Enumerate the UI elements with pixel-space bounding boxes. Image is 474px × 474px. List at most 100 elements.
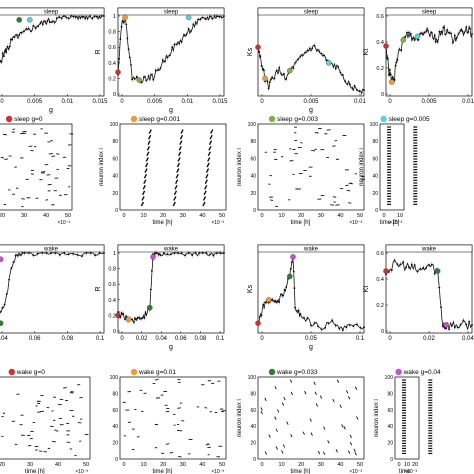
spike-mark [300,142,303,144]
spike-mark [264,451,268,455]
data-point [345,326,348,329]
x-axis-label: time [h] [291,220,311,226]
data-point [187,28,190,30]
x-tick-label: 40 [43,213,49,219]
y-tick-label: 1 [113,251,116,257]
data-point [8,278,10,281]
wave-mark [145,162,149,168]
wave-mark [205,168,210,173]
spike-mark [37,411,41,413]
y-axis-label: neuron index i [237,148,243,186]
data-point [32,254,35,257]
data-point [201,16,204,19]
data-point [428,263,430,266]
raster-r-sleep-2: sleep g=0.003 0 10 20 30 40 50 time [h] ×10⁻³ 0 20… [237,115,365,226]
spike-mark [314,391,317,396]
highlight-marker [0,256,4,262]
data-point [157,68,159,71]
data-point [313,44,316,47]
series-line [117,15,225,83]
data-point [34,27,37,30]
y-tick-label: 100 [110,375,119,381]
data-point [260,314,263,317]
x-tick-label: 0.02 [136,336,148,342]
data-point [166,56,169,59]
spike-mark [322,451,326,455]
exponent-label: ×10⁻³ [57,220,70,226]
y-tick-label: 40 [372,174,378,180]
x-tick-label: 40 [337,462,343,468]
wave-mark [209,134,213,140]
data-point [20,31,23,34]
x-tick-label: 10 [397,213,403,219]
data-point [166,253,169,256]
data-point [88,15,91,17]
y-tick-label: 60 [112,408,118,414]
data-point [118,57,121,60]
data-point [363,89,365,91]
y-tick-label: 0 [253,457,256,463]
x-axis-label: time [399,469,411,474]
spike-mark [41,171,46,173]
spike-mark [289,379,293,383]
data-point [173,252,176,254]
series-line [257,44,365,94]
data-point [28,252,30,254]
data-point [96,15,98,18]
x-tick-label: 0 [260,462,263,468]
highlight-marker [255,44,261,50]
spike-mark [161,452,165,455]
data-point [198,252,201,254]
y-axis-label: Ks [247,47,254,56]
y-tick-label: 100 [248,122,257,128]
highlight-marker [434,268,441,274]
data-point [211,17,214,20]
y-tick-label: 60 [387,408,393,414]
data-point [310,324,312,327]
x-axis-label: time [h] [380,220,400,226]
legend-label: sleep g=0.005 [389,116,430,123]
data-point [303,316,305,319]
x-axis-label: g [169,344,173,351]
data-point [117,311,119,313]
data-point [150,73,152,76]
data-point [16,254,19,257]
data-point [405,266,407,269]
data-point [159,67,162,70]
panel-title: wake [163,247,179,253]
wave-mark [143,179,147,185]
data-point [32,24,35,27]
y-tick-label: 40 [112,174,118,180]
legend-dot [380,115,387,123]
data-point [446,28,449,31]
x-tick-label: 40 [199,213,205,219]
y-tick-label: 0 [113,92,116,98]
data-point [393,259,396,262]
x-tick-label: 0.1 [356,336,365,342]
data-point [465,26,468,28]
data-point [408,266,410,269]
x-axis-label: g [309,107,313,114]
wave-mark [205,173,209,179]
y-tick-label: 60 [250,156,256,162]
raster-frame [119,123,227,211]
x-axis-label: g [309,344,313,351]
y-tick-label: 80 [250,139,256,145]
data-point [4,50,6,52]
data-point [184,254,187,257]
data-point [440,30,443,33]
data-point [65,16,68,19]
data-point [457,32,460,35]
data-point [94,254,97,257]
x-tick-label: 0 [388,336,392,342]
wave-mark [178,151,182,157]
data-point [136,317,139,320]
x-tick-label: 0.02 [423,336,435,342]
data-point [131,318,134,321]
data-point [389,73,392,76]
y-tick-label: 0.4 [376,277,384,283]
data-point [173,43,176,46]
y-tick-label: 20 [250,441,256,447]
wave-mark [174,184,178,190]
x-tick-label: 10 [404,462,410,468]
